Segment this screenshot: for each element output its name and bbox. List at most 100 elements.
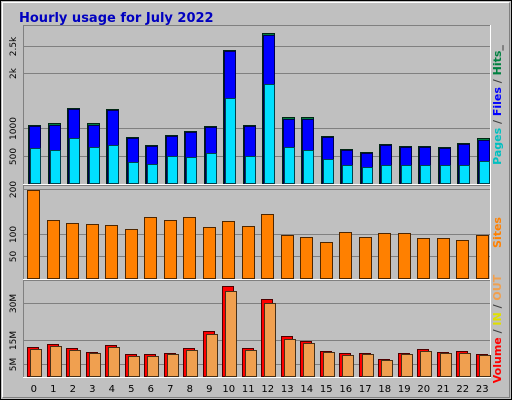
bar-pages-hour-1 — [50, 150, 61, 184]
x-tick-label: 12 — [261, 384, 274, 395]
legend-part: / — [491, 116, 504, 128]
bar-out-hour-15 — [323, 352, 335, 377]
panel-hits-legend-label: Pages / Files / Hits_ — [491, 45, 504, 165]
panel-volume: 5M 15M 30M Volume / IN / OUT — [9, 274, 504, 383]
bar-out-hour-4 — [108, 347, 120, 377]
bar-out-hour-22 — [459, 353, 471, 377]
bar-sites-hour-6 — [144, 217, 157, 279]
x-tick-label: 10 — [222, 384, 235, 395]
x-tick-label: 19 — [398, 384, 411, 395]
bar-pages-hour-21 — [440, 165, 451, 184]
x-tick-label: 17 — [359, 384, 372, 395]
y-tick-label: 2.5k — [9, 36, 19, 56]
bar-sites-hour-17 — [359, 237, 372, 279]
x-tick-label: 16 — [339, 384, 352, 395]
bar-pages-hour-4 — [108, 145, 119, 184]
legend-part: _ — [491, 45, 504, 51]
x-tick-label: 15 — [320, 384, 333, 395]
bar-out-hour-6 — [147, 356, 159, 377]
bar-sites-hour-11 — [242, 226, 255, 279]
bar-sites-hour-7 — [164, 220, 177, 279]
bar-sites-hour-19 — [398, 233, 411, 279]
bar-out-hour-8 — [186, 350, 198, 377]
bar-pages-hour-18 — [381, 165, 392, 184]
panel-background — [23, 185, 491, 280]
x-tick-label: 14 — [300, 384, 313, 395]
y-tick-label: 30M — [9, 294, 19, 313]
legend-part: OUT — [491, 274, 504, 300]
bar-sites-hour-18 — [378, 233, 391, 279]
bar-sites-hour-14 — [300, 237, 313, 279]
bar-sites-hour-1 — [47, 220, 60, 279]
legend-part: Volume — [491, 337, 504, 383]
bar-out-hour-9 — [206, 334, 218, 377]
bar-out-hour-23 — [479, 355, 491, 377]
bar-pages-hour-16 — [342, 165, 353, 184]
legend-part: / — [491, 75, 504, 87]
y-tick-label: 500 — [9, 148, 19, 165]
bar-sites-hour-15 — [320, 242, 333, 279]
bar-pages-hour-8 — [186, 157, 197, 184]
x-tick-label: 11 — [242, 384, 255, 395]
x-tick-label: 1 — [50, 384, 56, 395]
x-tick-label: 6 — [148, 384, 154, 395]
bar-out-hour-2 — [69, 350, 81, 377]
bar-pages-hour-19 — [401, 165, 412, 184]
bar-out-hour-16 — [342, 355, 354, 377]
legend-part: Files — [491, 87, 504, 117]
y-tick-label: 100 — [9, 226, 19, 243]
bar-pages-hour-3 — [89, 147, 100, 184]
x-tick-label: 8 — [187, 384, 193, 395]
bar-sites-hour-8 — [183, 217, 196, 279]
bar-sites-hour-10 — [222, 221, 235, 279]
bar-out-hour-1 — [50, 346, 62, 377]
bar-sites-hour-3 — [86, 224, 99, 279]
y-tick-label: 5M — [9, 358, 19, 372]
x-tick-label: 9 — [206, 384, 212, 395]
bar-sites-hour-2 — [66, 223, 79, 279]
bar-pages-hour-15 — [323, 159, 334, 184]
bar-pages-hour-14 — [303, 150, 314, 184]
x-tick-label: 4 — [109, 384, 115, 395]
bar-pages-hour-6 — [147, 164, 158, 184]
x-tick-label: 23 — [476, 384, 489, 395]
bar-pages-hour-23 — [479, 161, 490, 184]
bar-out-hour-7 — [167, 354, 179, 377]
bar-out-hour-19 — [401, 354, 413, 377]
bar-pages-hour-0 — [30, 148, 41, 184]
panel-hits: 500 1000 2k 2.5k Pages / Files / Hits_ — [9, 25, 504, 185]
x-tick-label: 2 — [70, 384, 76, 395]
bar-sites-hour-23 — [476, 235, 489, 279]
bar-pages-hour-22 — [459, 165, 470, 184]
bar-sites-hour-12 — [261, 214, 274, 279]
x-tick-label: 7 — [167, 384, 173, 395]
x-tick-label: 5 — [128, 384, 134, 395]
legend-part: Pages — [491, 127, 504, 165]
panel-volume-legend-label: Volume / IN / OUT — [491, 274, 504, 383]
x-tick-label: 3 — [89, 384, 95, 395]
bar-out-hour-20 — [420, 351, 432, 377]
bar-out-hour-5 — [128, 356, 140, 377]
bar-sites-hour-9 — [203, 227, 216, 279]
bar-pages-hour-11 — [245, 156, 256, 184]
y-tick-label: 50 — [9, 251, 19, 263]
bar-out-hour-18 — [381, 360, 393, 377]
bar-out-hour-10 — [225, 291, 237, 377]
panel-sites: 50 100 200 Sites — [9, 181, 504, 280]
bar-pages-hour-2 — [69, 138, 80, 184]
bar-out-hour-21 — [440, 353, 452, 377]
bar-pages-hour-10 — [225, 98, 236, 184]
y-tick-label: 1000 — [9, 117, 19, 140]
legend-part: / — [491, 326, 504, 338]
bar-pages-hour-20 — [420, 165, 431, 184]
x-tick-label: 13 — [281, 384, 294, 395]
bar-sites-hour-13 — [281, 235, 294, 279]
bar-pages-hour-9 — [206, 153, 217, 184]
bar-sites-hour-21 — [437, 238, 450, 279]
bar-out-hour-11 — [245, 350, 257, 377]
bar-out-hour-12 — [264, 303, 276, 377]
x-tick-label: 0 — [31, 384, 37, 395]
bar-sites-hour-4 — [105, 225, 118, 279]
